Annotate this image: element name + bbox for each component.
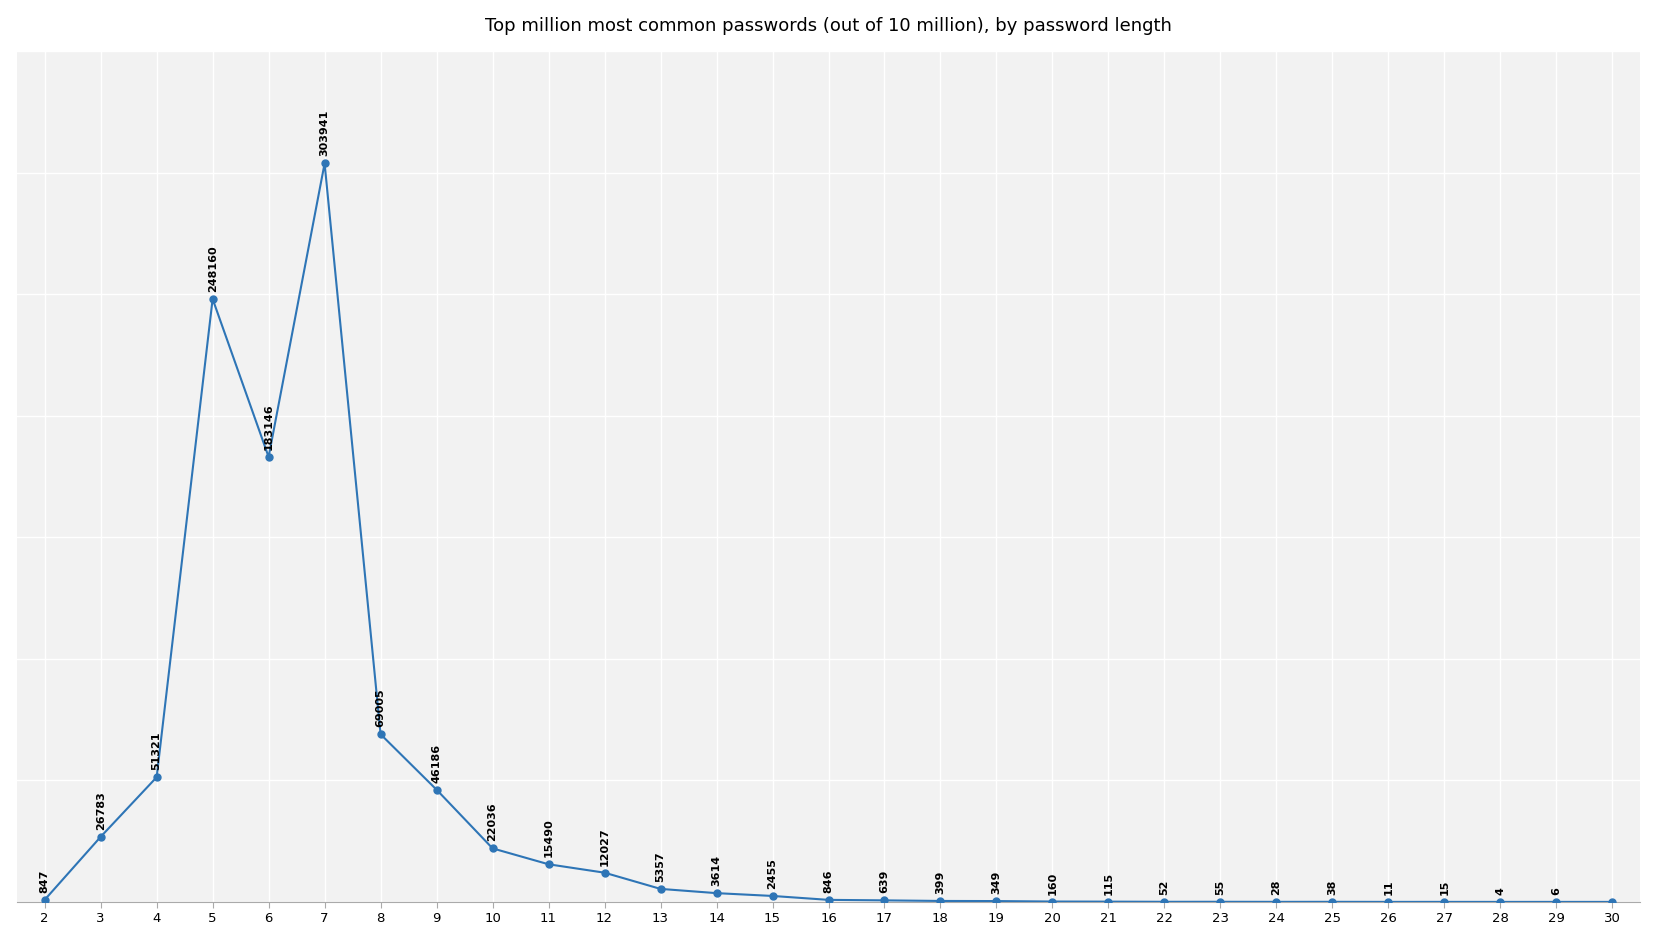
Text: 183146: 183146	[263, 403, 273, 450]
Text: 399: 399	[936, 870, 946, 894]
Text: 6: 6	[1551, 887, 1561, 895]
Text: 639: 639	[880, 870, 890, 893]
Text: 11: 11	[1384, 880, 1394, 895]
Title: Top million most common passwords (out of 10 million), by password length: Top million most common passwords (out o…	[486, 17, 1171, 35]
Text: 4: 4	[1495, 887, 1505, 895]
Text: 847: 847	[40, 869, 50, 893]
Text: 55: 55	[1216, 880, 1226, 895]
Text: 22036: 22036	[487, 803, 497, 841]
Text: 15490: 15490	[543, 819, 553, 857]
Text: 52: 52	[1160, 880, 1170, 895]
Text: 160: 160	[1047, 871, 1057, 895]
Text: 303941: 303941	[320, 110, 330, 156]
Text: 26783: 26783	[96, 791, 106, 830]
Text: 46186: 46186	[431, 743, 441, 783]
Text: 115: 115	[1104, 871, 1114, 895]
Text: 349: 349	[991, 870, 1001, 894]
Text: 846: 846	[824, 869, 833, 893]
Text: 12027: 12027	[600, 827, 610, 866]
Text: 69005: 69005	[376, 689, 386, 727]
Text: 2455: 2455	[767, 858, 777, 889]
Text: 38: 38	[1327, 880, 1337, 895]
Text: 51321: 51321	[152, 732, 162, 771]
Text: 5357: 5357	[656, 852, 666, 882]
Text: 15: 15	[1440, 880, 1450, 895]
Text: 28: 28	[1271, 880, 1281, 895]
Text: 248160: 248160	[207, 245, 217, 292]
Text: 3614: 3614	[711, 855, 721, 886]
